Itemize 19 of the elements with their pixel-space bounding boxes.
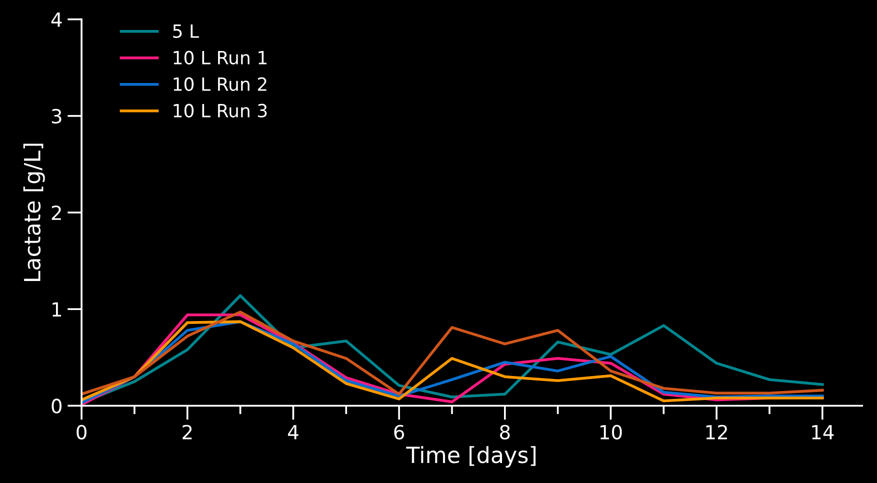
y-tick-label: 1 <box>52 302 62 317</box>
y-tick-label: 4 <box>51 12 62 27</box>
x-axis-title: Time [days] <box>406 446 536 468</box>
x-tick-label: 0 <box>76 424 86 440</box>
x-tick-label: 8 <box>500 424 510 440</box>
x-tick-label: 10 <box>600 424 622 440</box>
x-tick-label: 4 <box>288 425 298 440</box>
y-tick-label: 3 <box>52 108 62 124</box>
legend-label: 10 L Run 2 <box>174 77 266 91</box>
legend-label: 10 L Run 3 <box>174 104 267 118</box>
x-tick-label: 2 <box>182 424 192 440</box>
x-tick-label: 12 <box>706 424 727 440</box>
y-axis-title: Lactate [g/L] <box>23 144 45 281</box>
x-tick-label: 14 <box>812 425 834 440</box>
y-tick-label: 2 <box>52 205 61 220</box>
legend-label: 10 L Run 1 <box>174 50 266 64</box>
legend-label: 5 L <box>173 24 199 38</box>
y-tick-label: 0 <box>52 398 62 414</box>
x-tick-label: 6 <box>394 424 404 440</box>
